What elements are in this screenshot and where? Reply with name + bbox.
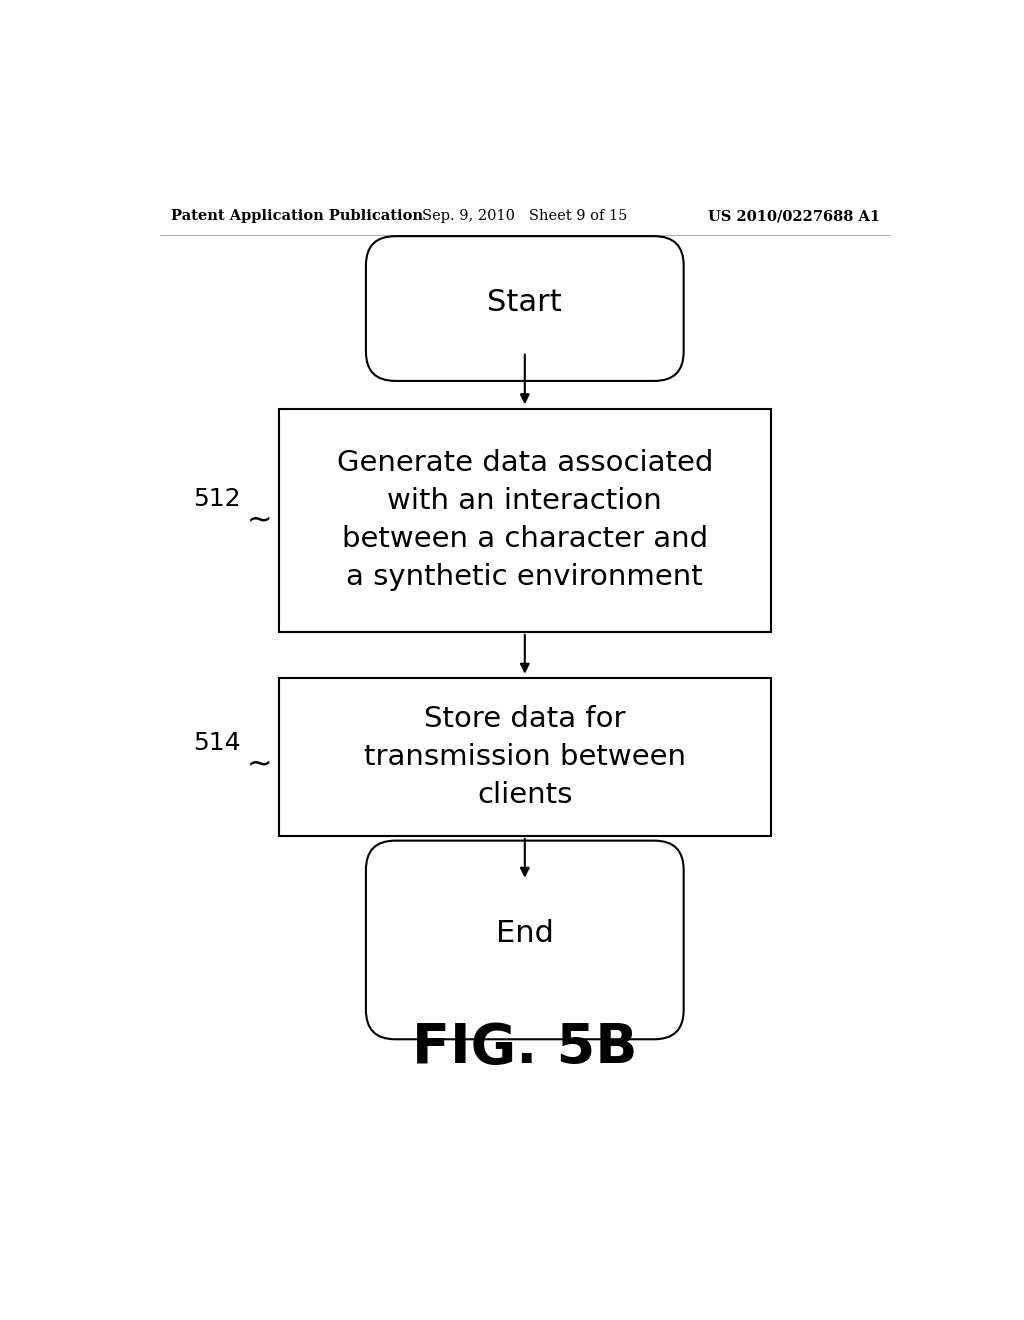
Text: Generate data associated
with an interaction
between a character and
a synthetic: Generate data associated with an interac…: [337, 449, 713, 591]
Text: Patent Application Publication: Patent Application Publication: [171, 209, 423, 223]
Text: 512: 512: [193, 487, 241, 511]
Bar: [280, 678, 771, 836]
Text: Store data for
transmission between
clients: Store data for transmission between clie…: [364, 705, 686, 809]
FancyBboxPatch shape: [366, 236, 684, 381]
Text: ∼: ∼: [247, 750, 272, 779]
Text: End: End: [496, 919, 554, 948]
Text: Sep. 9, 2010   Sheet 9 of 15: Sep. 9, 2010 Sheet 9 of 15: [422, 209, 628, 223]
Text: 514: 514: [193, 731, 241, 755]
FancyBboxPatch shape: [366, 841, 684, 1039]
Text: Start: Start: [487, 288, 562, 317]
Text: ∼: ∼: [247, 506, 272, 535]
Text: US 2010/0227688 A1: US 2010/0227688 A1: [708, 209, 880, 223]
Text: FIG. 5B: FIG. 5B: [412, 1020, 638, 1074]
Bar: [280, 409, 771, 632]
